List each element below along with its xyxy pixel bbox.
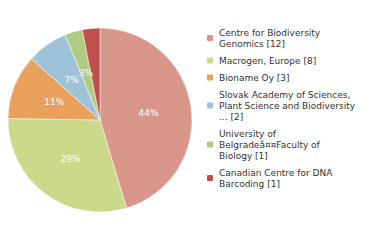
svg-text:11%: 11% xyxy=(44,97,64,107)
svg-text:University of: University of xyxy=(219,129,277,139)
svg-text:Macrogen, Europe [8]: Macrogen, Europe [8] xyxy=(219,56,316,66)
svg-text:3%: 3% xyxy=(79,68,94,78)
svg-text:Bioname Oy [3]: Bioname Oy [3] xyxy=(219,73,290,83)
svg-text:Biology [1]: Biology [1] xyxy=(219,151,268,161)
svg-text:Centre for Biodiversity: Centre for Biodiversity xyxy=(219,28,321,38)
svg-text:7%: 7% xyxy=(65,75,80,85)
svg-text:... [2]: ... [2] xyxy=(219,112,243,122)
svg-text:Genomics [12]: Genomics [12] xyxy=(219,39,285,49)
svg-text:Barcoding [1]: Barcoding [1] xyxy=(219,179,280,189)
svg-text:Slovak Academy of Sciences,: Slovak Academy of Sciences, xyxy=(219,90,350,100)
svg-text:Belgradeå¤¤Faculty of: Belgradeå¤¤Faculty of xyxy=(219,140,321,150)
svg-text:Canadian Centre for DNA: Canadian Centre for DNA xyxy=(219,168,333,178)
svg-text:44%: 44% xyxy=(138,108,158,118)
svg-text:29%: 29% xyxy=(60,154,80,164)
svg-text:Plant Science and Biodiversity: Plant Science and Biodiversity xyxy=(219,101,356,111)
